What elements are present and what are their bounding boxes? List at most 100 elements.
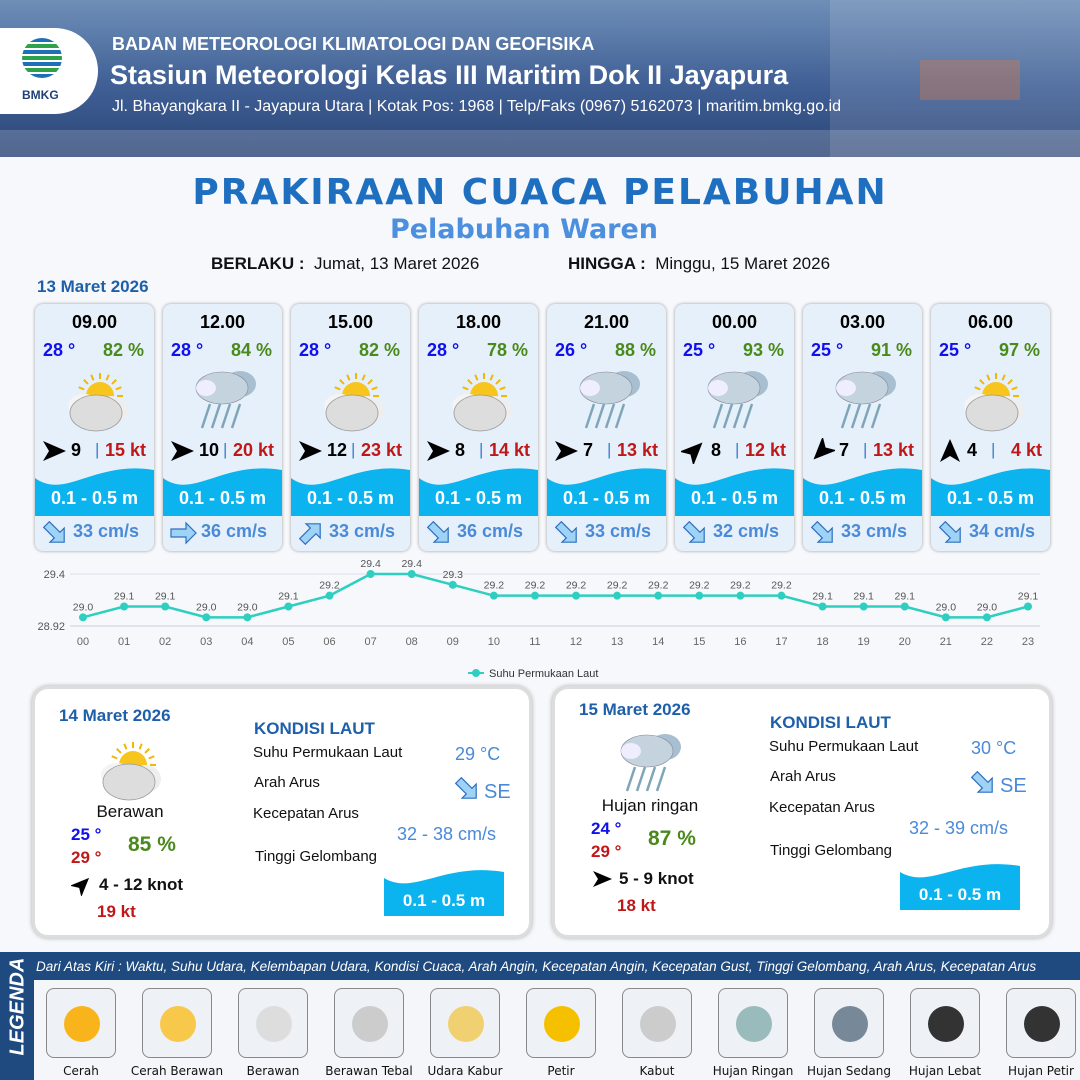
wave-height: 0.1 - 0.5 m: [946, 488, 1035, 508]
data-point[interactable]: [366, 570, 375, 578]
data-point[interactable]: [900, 602, 909, 611]
temperature: 26 °: [555, 340, 588, 360]
wave-shape: [803, 468, 922, 516]
x-tick: 13: [611, 636, 623, 648]
forecast-card: 12.00 28 ° 84 % 10 | 20 kt 0.1 - 0.5 m 3…: [163, 304, 282, 551]
temperature: 25 °: [683, 340, 716, 360]
data-label: 29.2: [319, 580, 340, 592]
current-speed-label: Kecepatan Arus: [253, 805, 359, 822]
forecast-time: 06.00: [967, 312, 1014, 332]
data-point[interactable]: [489, 591, 498, 600]
x-tick: 16: [734, 636, 746, 648]
legend-icon-hujan-sedang-icon: [814, 988, 884, 1058]
current-direction-label: Arah Arus: [254, 774, 320, 791]
forecast-time: 03.00: [839, 312, 886, 332]
humidity: 91 %: [870, 340, 912, 360]
gust-speed: 15 kt: [104, 440, 146, 460]
wave-height: 0.1 - 0.5 m: [690, 488, 779, 508]
page-title: PRAKIRAAN CUACA PELABUHAN: [192, 172, 888, 213]
wave-height: 0.1 - 0.5 m: [402, 891, 486, 910]
legend-icon-petir-icon: [526, 988, 596, 1058]
data-label: 29.2: [771, 580, 792, 592]
data-point[interactable]: [202, 613, 211, 622]
wind-direction-icon: [425, 438, 451, 470]
data-point[interactable]: [859, 602, 868, 611]
x-tick: 01: [118, 636, 130, 648]
current-speed: 33 cm/s: [329, 521, 396, 541]
data-point[interactable]: [284, 602, 293, 611]
current-speed: 32 - 39 cm/s: [909, 818, 1009, 838]
x-tick: 00: [77, 636, 89, 648]
wind-speed: 8: [455, 440, 466, 460]
current-direction: SE: [1000, 775, 1027, 797]
hujan-ringan-icon: [188, 368, 258, 434]
x-tick: 08: [406, 636, 418, 648]
x-tick: 18: [816, 636, 828, 648]
x-tick: 10: [488, 636, 500, 648]
wind-speed: 7: [839, 440, 850, 460]
data-point[interactable]: [572, 591, 581, 600]
panel-date: 15 Maret 2026: [579, 700, 691, 719]
wind-speed: 12: [327, 440, 348, 460]
wave-height-label: Tinggi Gelombang: [255, 848, 378, 865]
wave-shape: [931, 468, 1050, 516]
data-point[interactable]: [1024, 602, 1032, 611]
data-point[interactable]: [325, 591, 334, 600]
data-label: 29.2: [566, 580, 587, 592]
forecast-card: 06.00 25 ° 97 % 4 | 4 kt 0.1 - 0.5 m 34 …: [931, 304, 1050, 551]
forecast-time: 21.00: [583, 312, 630, 332]
station-name: Stasiun Meteorologi Kelas III Maritim Do…: [110, 60, 789, 90]
data-point[interactable]: [79, 613, 87, 622]
humidity: 78 %: [486, 340, 528, 360]
wave-shape: [163, 468, 282, 516]
legend-icon-hujan-petir-icon: [1006, 988, 1076, 1058]
berawan-icon: [956, 368, 1026, 434]
wind-direction-icon: [591, 868, 613, 895]
current-speed: 33 cm/s: [73, 521, 140, 541]
data-point[interactable]: [161, 602, 170, 611]
legend-icon-kabut-icon: [622, 988, 692, 1058]
data-label: 29.2: [648, 580, 669, 592]
data-point[interactable]: [736, 591, 745, 600]
temp-max: 29 °: [591, 842, 622, 861]
data-point[interactable]: [407, 570, 416, 578]
current-direction-icon: [297, 519, 325, 551]
sea-condition-title: KONDISI LAUT: [254, 719, 375, 738]
forecast-time: 18.00: [455, 312, 502, 332]
forecast-card: 00.00 25 ° 93 % 8 | 12 kt 0.1 - 0.5 m 32…: [675, 304, 794, 551]
x-tick: 11: [529, 636, 540, 648]
data-point[interactable]: [243, 613, 252, 622]
legend-item-label: Udara Kabur: [427, 1064, 503, 1078]
data-label: 29.0: [237, 601, 258, 613]
wave-height-label: Tinggi Gelombang: [770, 842, 893, 859]
data-point[interactable]: [448, 580, 457, 589]
data-point[interactable]: [777, 591, 786, 600]
humidity: 97 %: [998, 340, 1040, 360]
temperature: 25 °: [811, 340, 844, 360]
data-point[interactable]: [654, 591, 663, 600]
gust-speed: 13 kt: [872, 440, 914, 460]
current-direction: SE: [484, 781, 511, 803]
berawan-icon: [60, 368, 130, 434]
current-direction-icon: [681, 519, 709, 551]
data-label: 29.1: [812, 591, 833, 603]
data-point[interactable]: [818, 602, 827, 611]
humidity: 82 %: [358, 340, 400, 360]
data-point[interactable]: [941, 613, 950, 622]
condition: Berawan: [96, 802, 164, 821]
y-tick: 28.92: [37, 621, 65, 633]
series-line: [82, 572, 1029, 619]
wind-speed: 7: [583, 440, 594, 460]
current-speed: 32 - 38 cm/s: [397, 824, 497, 844]
wind-direction-icon: [69, 874, 93, 901]
data-point[interactable]: [695, 591, 704, 600]
daily-forecast-panel: 14 Maret 2026 Berawan 25 ° 29 ° 85 % 4 -…: [32, 686, 532, 938]
data-point[interactable]: [982, 613, 991, 622]
forecast-time: 15.00: [327, 312, 374, 332]
data-label: 29.1: [278, 591, 299, 603]
current-speed: 33 cm/s: [585, 521, 652, 541]
data-point[interactable]: [120, 602, 129, 611]
current-speed: 36 cm/s: [201, 521, 268, 541]
data-point[interactable]: [530, 591, 539, 600]
data-point[interactable]: [613, 591, 622, 600]
